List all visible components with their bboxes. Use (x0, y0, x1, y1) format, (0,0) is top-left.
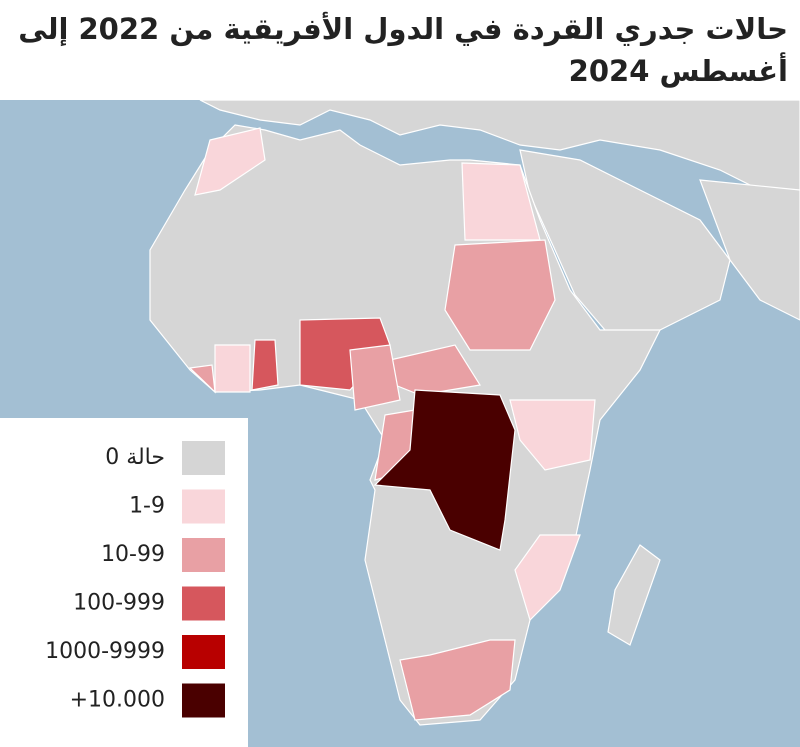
legend-swatch (182, 586, 225, 621)
liberia (188, 364, 216, 394)
legend-label: 10-99 (101, 542, 165, 567)
legend-swatch (182, 683, 225, 718)
legend-label: +10.000 (70, 688, 165, 713)
south-africa (399, 639, 516, 721)
legend-label: 1-9 (129, 494, 165, 519)
morocco (194, 127, 266, 196)
cameroon (349, 344, 401, 411)
legend-swatch (182, 538, 225, 572)
title: حالات جدري القردة في الدول الأفريقية من … (18, 12, 788, 88)
legend: 0 حالة 1-9 10-99 100-999 1000-9999 +10.000 (45, 441, 225, 718)
legend-swatch (182, 441, 225, 475)
madagascar (607, 544, 661, 646)
kenya-uganda (509, 399, 596, 471)
dr-congo (373, 389, 516, 551)
arabia (519, 149, 731, 341)
cote-divoire (214, 344, 251, 393)
legend-swatch (182, 489, 225, 524)
legend-label: 100-999 (73, 591, 165, 616)
sudan (444, 239, 556, 351)
ghana (251, 339, 279, 391)
legend-swatch (182, 635, 225, 669)
asia (699, 179, 800, 321)
legend-label: 0 حالة (105, 445, 165, 470)
mozambique (514, 534, 581, 622)
legend-label: 1000-9999 (45, 639, 165, 664)
